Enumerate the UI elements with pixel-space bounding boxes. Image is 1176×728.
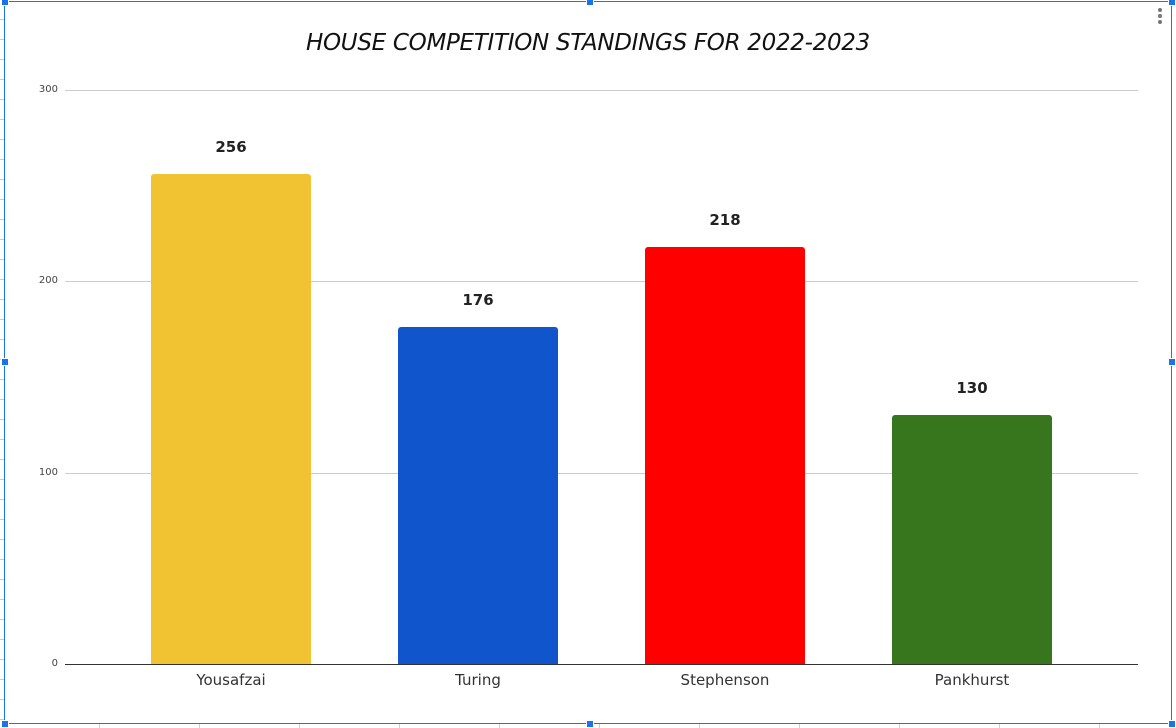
resize-handle-bottom-left[interactable] [1,720,9,728]
data-label: 218 [709,210,741,229]
bar-turing[interactable] [398,327,558,664]
x-axis-line [65,664,1138,665]
bar-yousafzai[interactable] [151,174,311,664]
resize-handle-bottom[interactable] [586,720,594,728]
x-tick-label: Stephenson [680,671,770,689]
data-label: 130 [956,379,988,398]
chart-title: HOUSE COMPETITION STANDINGS FOR 2022-202… [306,30,870,56]
resize-handle-right[interactable] [1168,358,1176,366]
gridline-200 [65,281,1138,282]
bar-stephenson[interactable] [645,246,805,664]
y-tick-label: 300 [38,84,58,95]
gridline-300 [65,90,1138,91]
y-tick-label: 200 [38,275,58,286]
y-tick-label: 100 [38,467,58,478]
x-tick-label: Pankhurst [934,671,1010,689]
gridline-100 [65,473,1138,474]
x-tick-label: Yousafzai [196,671,266,689]
data-label: 176 [462,291,494,310]
resize-handle-top-right[interactable] [1168,0,1176,6]
resize-handle-left[interactable] [1,358,9,366]
x-tick-label: Turing [455,671,501,689]
resize-handle-bottom-right[interactable] [1168,720,1176,728]
resize-handle-top-left[interactable] [1,0,9,6]
bar-pankhurst[interactable] [892,415,1052,664]
y-tick-label: 0 [51,658,58,669]
resize-handle-top[interactable] [586,0,594,6]
more-vert-icon[interactable] [1154,8,1166,26]
data-label: 256 [215,138,247,157]
